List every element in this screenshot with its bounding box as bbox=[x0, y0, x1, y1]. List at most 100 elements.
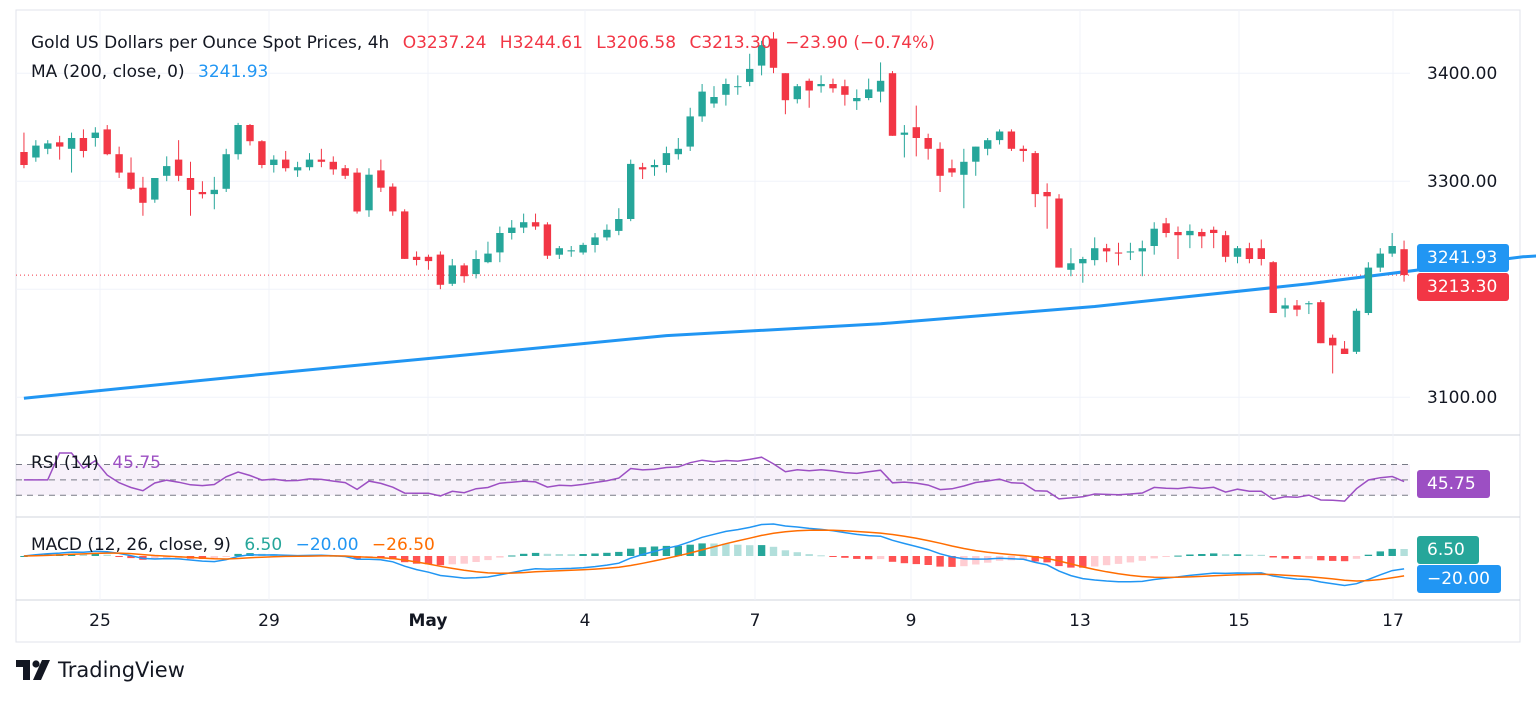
rsi-tag: 45.75 bbox=[1417, 470, 1490, 498]
candle-body bbox=[1019, 148, 1027, 151]
candle-body bbox=[912, 127, 920, 138]
macd-histogram-bar bbox=[900, 556, 909, 564]
chart-frame bbox=[15, 9, 1521, 643]
macd-histogram-bar bbox=[127, 556, 135, 559]
macd-histogram-bar bbox=[1114, 556, 1123, 564]
candle-body bbox=[103, 129, 111, 155]
x-tick-label: 29 bbox=[258, 611, 280, 631]
macd-histogram-bar bbox=[1257, 554, 1265, 556]
chart-header: Gold US Dollars per Ounce Spot Prices, 4… bbox=[31, 33, 943, 53]
macd-histogram-bar bbox=[1067, 556, 1075, 568]
candle-body bbox=[948, 168, 956, 173]
macd-histogram-bar bbox=[924, 556, 932, 565]
candle-body bbox=[781, 73, 790, 101]
candle-body bbox=[579, 244, 587, 253]
candle-body bbox=[282, 159, 290, 169]
open-value: O3237.24 bbox=[402, 33, 487, 53]
candle-body bbox=[603, 229, 611, 238]
rsi-legend[interactable]: RSI (14) 45.75 bbox=[31, 453, 169, 473]
macd-histogram-bar bbox=[817, 555, 825, 557]
high-value: H3244.61 bbox=[499, 33, 583, 53]
macd-histogram-bar bbox=[1293, 556, 1301, 560]
candle-body bbox=[650, 165, 659, 168]
macd-histogram-bar bbox=[389, 556, 397, 560]
macd-histogram-bar bbox=[1400, 549, 1408, 556]
macd-histogram-bar bbox=[674, 545, 682, 556]
candle-body bbox=[829, 84, 837, 89]
chart-title: Gold US Dollars per Ounce Spot Prices, 4… bbox=[31, 33, 390, 53]
macd-histogram-bar bbox=[603, 552, 611, 556]
macd-histogram-bar bbox=[448, 556, 456, 565]
macd-histogram-bar bbox=[734, 544, 742, 556]
macd-legend[interactable]: MACD (12, 26, close, 9) 6.50 −20.00 −26.… bbox=[31, 535, 443, 555]
candle-body bbox=[1067, 263, 1075, 270]
candle-body bbox=[1138, 248, 1146, 252]
candle-body bbox=[1031, 153, 1039, 195]
macd-histogram-bar bbox=[865, 556, 873, 560]
macd-histogram-bar bbox=[912, 556, 920, 565]
candle-body bbox=[1198, 232, 1206, 237]
macd-histogram-bar bbox=[1150, 556, 1158, 559]
candle-body bbox=[377, 170, 385, 188]
candle-body bbox=[769, 38, 778, 68]
macd-histogram-bar bbox=[1162, 556, 1170, 557]
candle-body bbox=[365, 174, 373, 211]
x-tick-label: 7 bbox=[750, 611, 761, 631]
macd-hist-tag: 6.50 bbox=[1417, 536, 1479, 564]
close-price-tag: 3213.30 bbox=[1417, 273, 1509, 301]
macd-histogram-bar bbox=[436, 556, 445, 566]
macd-histogram-bar bbox=[222, 556, 230, 557]
candle-body bbox=[1293, 305, 1301, 310]
macd-histogram-bar bbox=[1269, 556, 1277, 558]
macd-signal-line bbox=[23, 529, 1405, 582]
candle-body bbox=[1317, 302, 1325, 344]
macd-histogram-bar bbox=[1198, 554, 1206, 556]
macd-histogram-bar bbox=[1221, 554, 1230, 556]
macd-histogram-bar bbox=[567, 554, 575, 556]
macd-histogram-bar bbox=[1210, 553, 1218, 556]
candle-body bbox=[662, 153, 671, 165]
macd-histogram-bar bbox=[1138, 556, 1146, 561]
candle-body bbox=[936, 148, 944, 176]
candle-body bbox=[412, 256, 421, 260]
y-tick-label: 3400.00 bbox=[1427, 64, 1497, 84]
macd-histogram-bar bbox=[543, 553, 552, 556]
candle-body bbox=[1210, 229, 1218, 233]
candle-body bbox=[1352, 310, 1361, 352]
candle-body bbox=[817, 84, 825, 87]
macd-histogram-bar bbox=[401, 556, 409, 563]
x-tick-label: 17 bbox=[1382, 611, 1404, 631]
candle-body bbox=[1091, 248, 1099, 261]
candle-body bbox=[1400, 249, 1408, 276]
candle-body bbox=[258, 141, 266, 165]
candle-body bbox=[198, 192, 207, 195]
macd-histogram-bar bbox=[460, 556, 468, 564]
tradingview-logo[interactable]: TradingView bbox=[16, 658, 185, 682]
macd-histogram-bar bbox=[424, 556, 433, 565]
candle-body bbox=[91, 132, 99, 138]
candle-body bbox=[44, 143, 52, 149]
candle-body bbox=[543, 224, 552, 256]
candle-body bbox=[270, 159, 278, 165]
macd-histogram-bar bbox=[1174, 555, 1182, 557]
candle-body bbox=[888, 73, 897, 136]
candle-body bbox=[1257, 248, 1265, 259]
macd-histogram-bar bbox=[757, 545, 766, 556]
candle-body bbox=[496, 233, 504, 253]
candle-body bbox=[436, 254, 445, 285]
x-tick-label: 13 bbox=[1069, 611, 1091, 631]
candle-body bbox=[674, 148, 682, 155]
candle-body bbox=[67, 138, 76, 149]
macd-histogram-bar bbox=[1281, 556, 1289, 559]
macd-histogram-bar bbox=[472, 556, 480, 562]
candle-body bbox=[151, 178, 159, 200]
candle-body bbox=[508, 227, 516, 233]
ma-label: MA (200, close, 0) bbox=[31, 62, 185, 82]
ma-legend[interactable]: MA (200, close, 0) 3241.93 bbox=[31, 62, 276, 82]
candle-body bbox=[186, 178, 195, 190]
macd-histogram-bar bbox=[1091, 556, 1099, 567]
macd-histogram-bar bbox=[829, 556, 837, 557]
macd-histogram-bar bbox=[960, 556, 968, 567]
